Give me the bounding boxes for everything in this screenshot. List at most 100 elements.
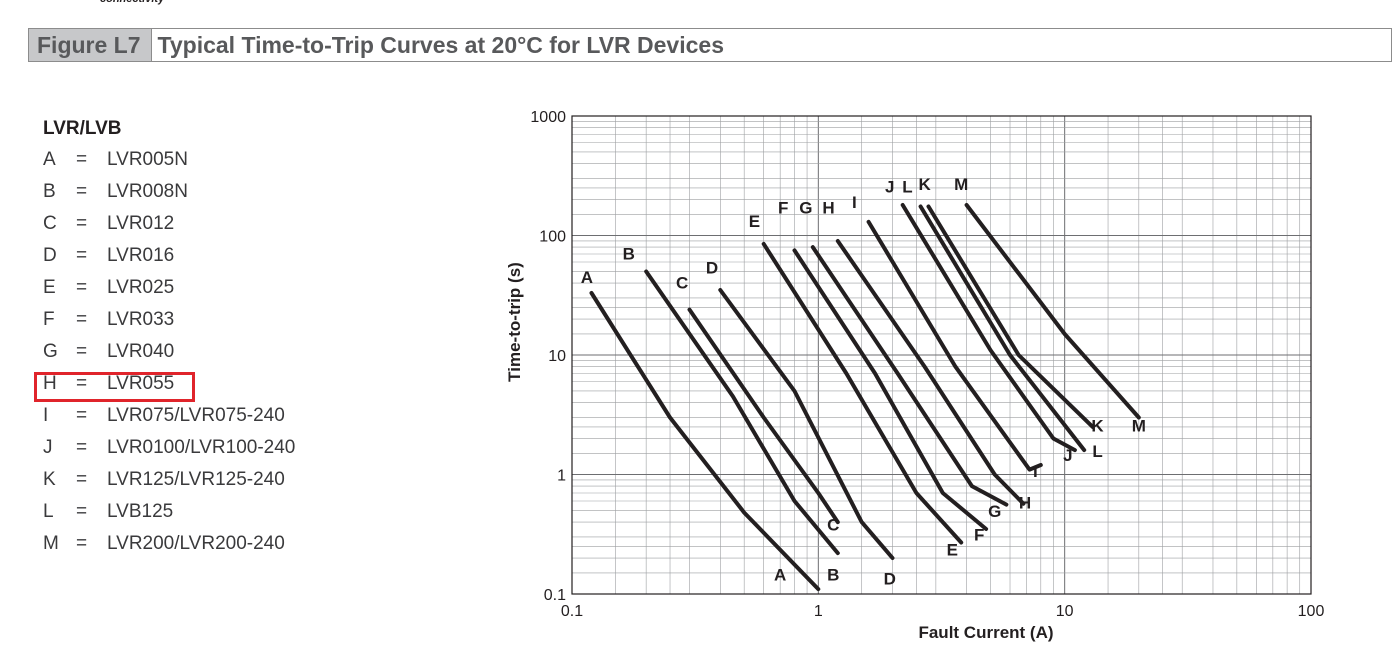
curve-label-g: G: [988, 502, 1001, 521]
legend-equals: =: [76, 341, 88, 362]
legend-equals: =: [76, 437, 88, 458]
legend-key: A: [43, 149, 56, 170]
legend-item-c: C = LVR012: [43, 208, 174, 240]
legend-key: D: [43, 245, 57, 266]
x-axis-label: Fault Current (A): [918, 623, 1053, 642]
legend-value: LVR012: [107, 213, 175, 234]
legend-equals: =: [76, 405, 88, 426]
legend-item-j: J = LVR0100/LVR100-240: [43, 432, 295, 464]
curve-label-i: I: [852, 193, 857, 212]
legend-item-g: G = LVR040: [43, 336, 174, 368]
legend-equals: =: [76, 149, 88, 170]
axis-ticks: 0.1 1 10 100 0.1 1 10 100 1000: [530, 109, 1324, 620]
legend-equals: =: [76, 277, 88, 298]
plot-frame: [571, 115, 1312, 595]
legend-key: K: [43, 469, 56, 490]
legend-value: LVR040: [107, 341, 175, 362]
legend-value: LVR025: [107, 277, 175, 298]
legend-key: G: [43, 341, 58, 362]
legend-key: F: [43, 309, 55, 330]
y-tick-label: 100: [539, 229, 566, 246]
legend-value: LVR200/LVR200-240: [107, 533, 285, 554]
figure-title: Typical Time-to-Trip Curves at 20°C for …: [157, 31, 724, 58]
curve-label-d: D: [884, 570, 896, 589]
legend-value: LVR0100/LVR100-240: [107, 437, 296, 458]
curve-label-e: E: [947, 540, 958, 559]
legend-key: M: [43, 533, 59, 554]
y-tick-label: 0.1: [544, 587, 566, 604]
legend-value: LVR055: [107, 373, 175, 394]
x-tick-label: 10: [1056, 603, 1074, 620]
curve-label-h: H: [822, 198, 834, 217]
legend-value: LVR125/LVR125-240: [107, 469, 285, 490]
legend-key: I: [43, 405, 49, 426]
series-line-e: [761, 241, 964, 545]
series-line-f: [792, 248, 989, 531]
series-line-d: [718, 288, 895, 560]
legend-value: LVR016: [107, 245, 175, 266]
legend-equals: =: [76, 501, 88, 522]
legend-equals: =: [76, 373, 88, 394]
legend-equals: =: [76, 181, 88, 202]
legend-key: H: [43, 373, 57, 394]
series-line-j: [900, 203, 1077, 453]
legend-equals: =: [76, 213, 88, 234]
legend-value: LVR075/LVR075-240: [107, 405, 285, 426]
highlight-box-lvr055: [34, 372, 195, 402]
device-legend: LVR/LVB A = LVR005N B = LVR008N C = LVR012 D = LVR0…: [43, 118, 295, 560]
series-line-k: [926, 204, 1095, 429]
curve-label-h: H: [1019, 493, 1031, 512]
legend-key: L: [43, 501, 54, 522]
legend-equals: =: [76, 469, 88, 490]
legend-item-m: M = LVR200/LVR200-240: [43, 528, 285, 560]
figure-title-bar: Figure L7 Typical Time-to-Trip Curves at…: [28, 28, 1392, 62]
curve-label-f: F: [974, 526, 984, 545]
curve-label-l: L: [902, 177, 912, 196]
legend-item-l: L = LVB125: [43, 496, 173, 528]
curve-label-b: B: [827, 565, 839, 584]
curve-label-m: M: [1132, 416, 1146, 435]
chart-series: [589, 203, 1141, 592]
x-tick-label: 0.1: [561, 603, 583, 620]
legend-key: B: [43, 181, 56, 202]
legend-value: LVR033: [107, 309, 175, 330]
curve-label-f: F: [778, 198, 788, 217]
curve-label-j: J: [1063, 446, 1072, 465]
curve-label-m: M: [954, 175, 968, 194]
curve-label-k: K: [918, 175, 931, 194]
legend-list: A = LVR005N B = LVR008N C = LVR012 D = LVR016 E = LVR0…: [43, 144, 295, 560]
legend-key: E: [43, 277, 56, 298]
legend-equals: =: [76, 309, 88, 330]
curve-label-j: J: [885, 177, 894, 196]
curve-label-k: K: [1091, 416, 1104, 435]
series-line-m: [964, 203, 1141, 420]
y-tick-label: 10: [548, 348, 566, 365]
legend-heading: LVR/LVB: [43, 118, 122, 139]
legend-item-k: K = LVR125/LVR125-240: [43, 464, 285, 496]
legend-item-a: A = LVR005N: [43, 144, 188, 176]
legend-equals: =: [76, 533, 88, 554]
y-axis-label: Time-to-trip (s): [505, 262, 524, 382]
series-line-l: [918, 204, 1087, 453]
curve-label-a: A: [774, 565, 786, 584]
curve-label-g: G: [799, 198, 812, 217]
curve-label-b: B: [623, 244, 635, 263]
series-line-a: [589, 291, 821, 592]
legend-item-b: B = LVR008N: [43, 176, 188, 208]
series-line-h: [835, 239, 1026, 506]
legend-value: LVR008N: [107, 181, 188, 202]
legend-key: C: [43, 213, 57, 234]
legend-item-h: H = LVR055: [43, 368, 174, 400]
curve-label-i: I: [1033, 462, 1038, 481]
curve-label-c: C: [676, 274, 688, 293]
curve-label-l: L: [1092, 442, 1102, 461]
curve-label-d: D: [706, 259, 718, 278]
legend-item-e: E = LVR025: [43, 272, 174, 304]
y-tick-label: 1: [557, 468, 566, 485]
curve-label-a: A: [581, 268, 593, 287]
curve-label-e: E: [749, 212, 760, 231]
legend-item-d: D = LVR016: [43, 240, 174, 272]
x-tick-label: 100: [1298, 603, 1325, 620]
